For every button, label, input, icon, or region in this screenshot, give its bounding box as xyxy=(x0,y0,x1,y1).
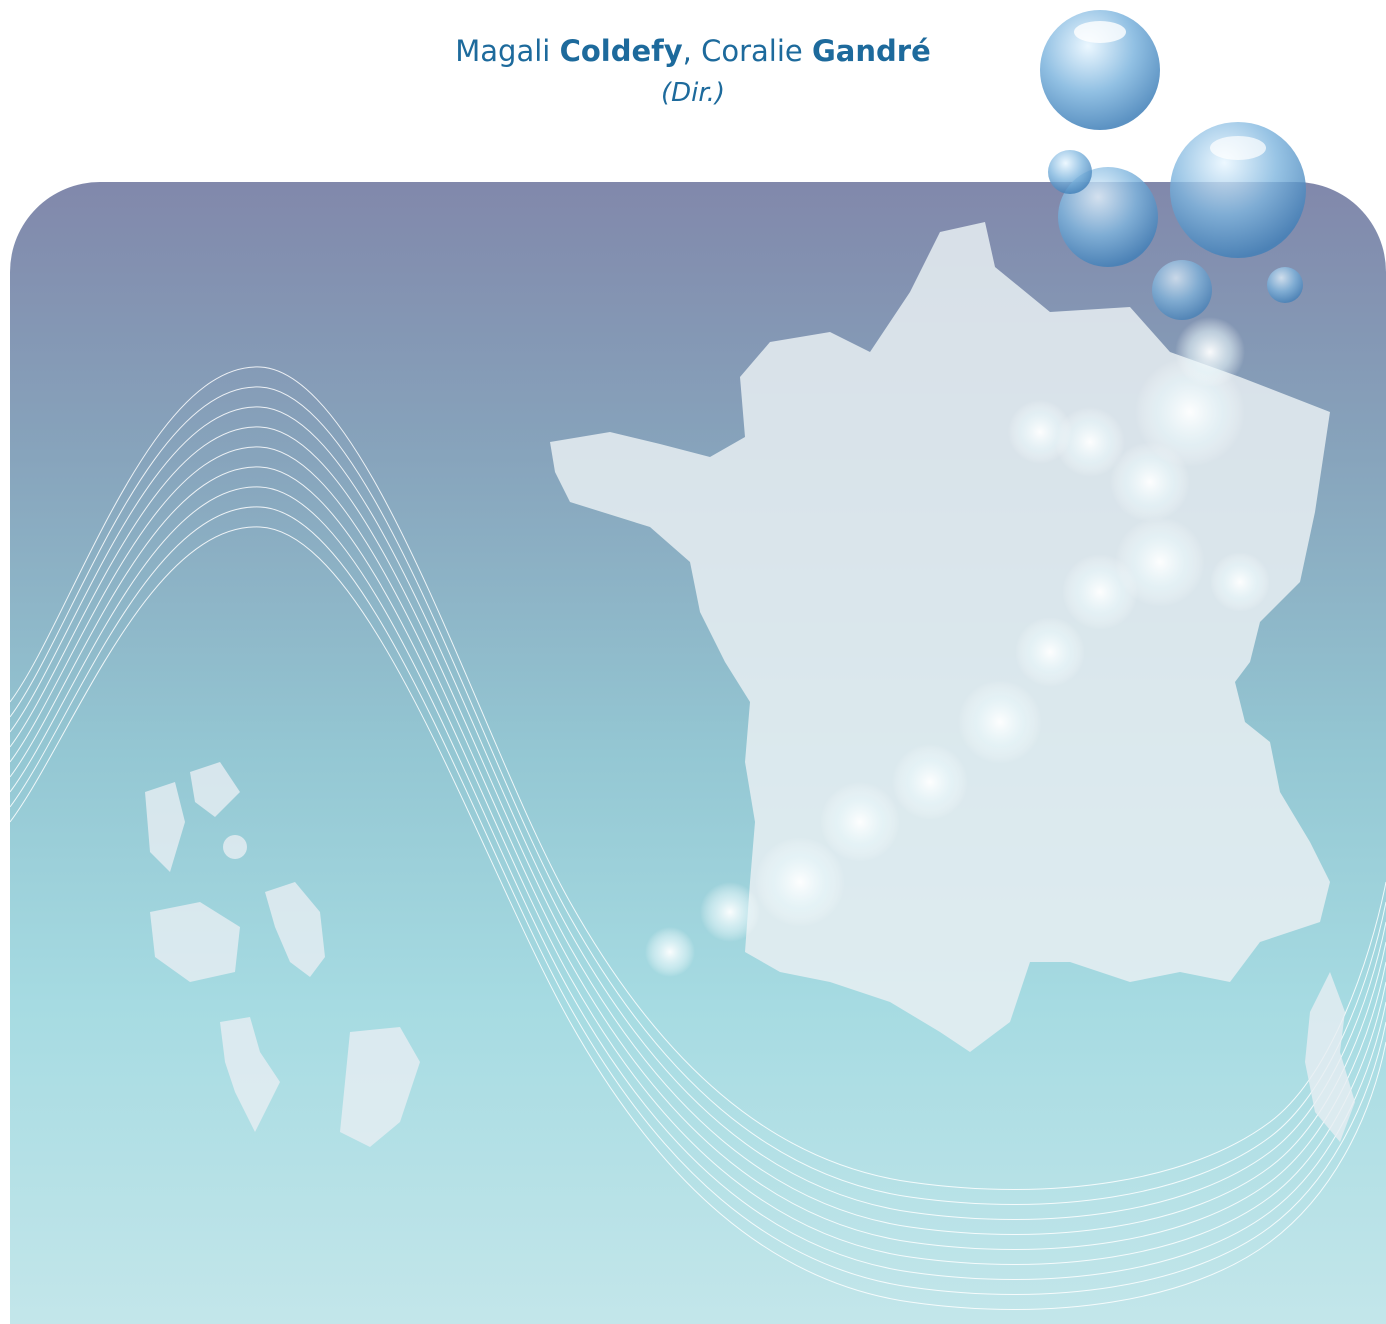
floating-bubbles xyxy=(1040,10,1306,320)
wave-lines xyxy=(10,366,1386,1310)
authors-line: Magali Coldefy, Coralie Gandré (Dir.) xyxy=(0,30,1386,114)
mainland-map-shape xyxy=(550,222,1330,1052)
cover-panel xyxy=(10,182,1386,1324)
editor-role: (Dir.) xyxy=(660,78,726,108)
overseas-islands xyxy=(145,762,420,1147)
author-1-last-name: Coldefy xyxy=(559,34,683,68)
cover-illustration xyxy=(10,222,1386,1310)
author-2-first-name: Coralie xyxy=(701,34,803,68)
author-1-first-name: Magali xyxy=(455,34,551,68)
corsica-shape xyxy=(1305,972,1355,1142)
author-2-last-name: Gandré xyxy=(811,34,931,68)
bokeh-trail xyxy=(645,317,1270,977)
author-separator: , xyxy=(682,34,702,68)
